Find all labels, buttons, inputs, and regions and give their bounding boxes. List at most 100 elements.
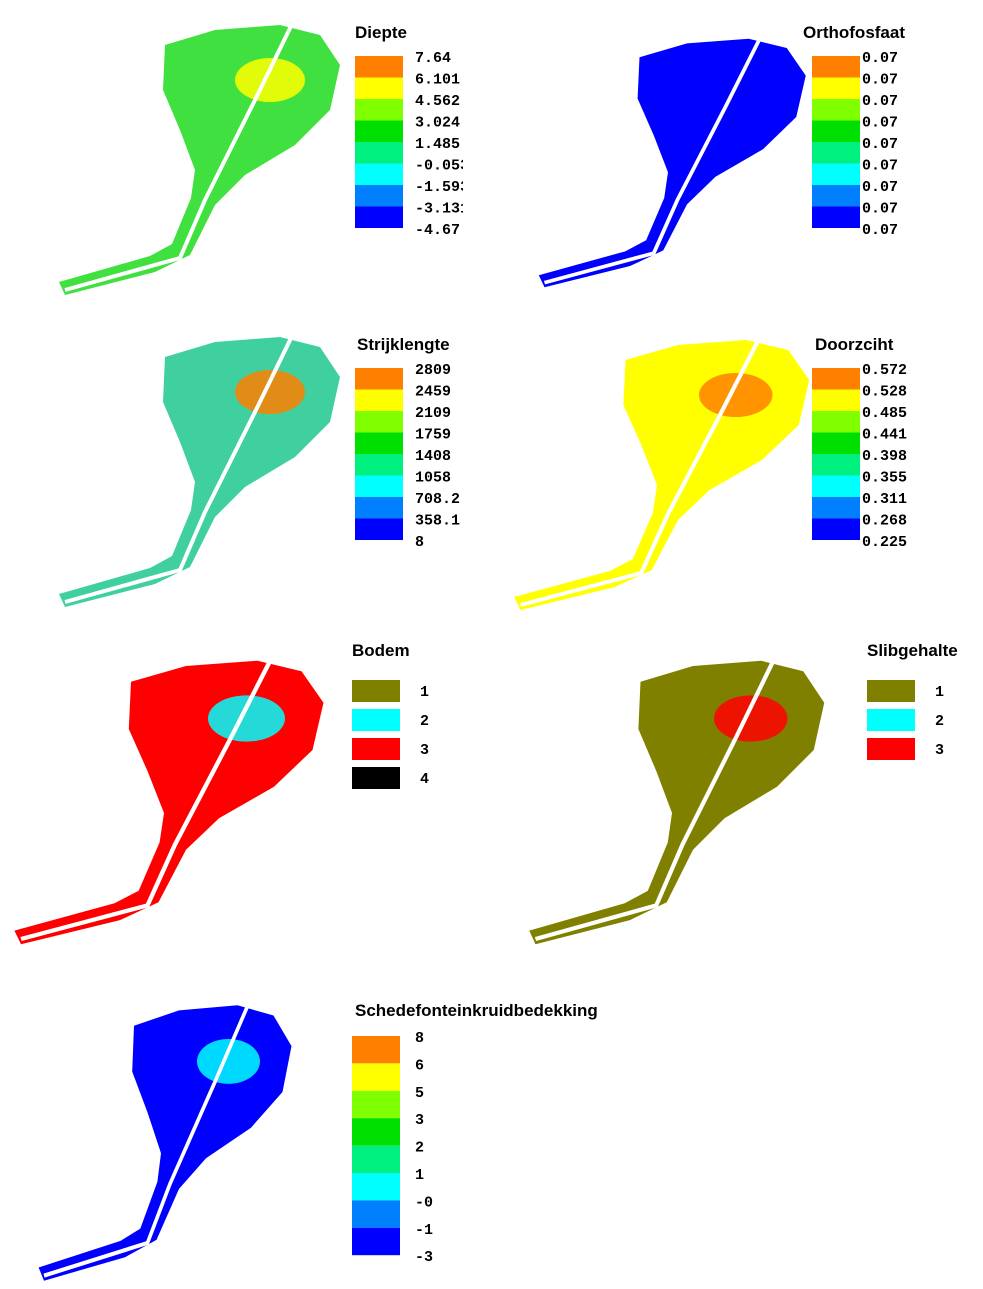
legend-swatch	[812, 411, 860, 433]
legend-label: 1	[420, 684, 429, 701]
legend-label: 0.07	[862, 71, 898, 88]
legend-swatch	[812, 519, 860, 541]
legend-label: 5	[415, 1085, 424, 1102]
map	[39, 1002, 292, 1280]
legend-label: 2	[935, 713, 944, 730]
map-patch	[235, 370, 305, 414]
legend-label: 8	[415, 1030, 424, 1047]
legend-swatch	[812, 56, 860, 78]
legend-swatch	[867, 738, 915, 760]
legend-label: 0.268	[862, 512, 907, 529]
legend-swatch	[812, 99, 860, 121]
legend-swatch	[352, 1146, 400, 1173]
legend-label: 4.562	[415, 93, 460, 110]
legend-label: -1.593	[415, 179, 469, 196]
legend-swatch	[355, 411, 403, 433]
legend-label: 3	[420, 742, 429, 759]
legend-labels: 0.572 0.528 0.485 0.441 0.398 0.355 0.311 0.268…	[862, 362, 907, 551]
legend-label: 3	[415, 1112, 424, 1129]
legend-label: 0.528	[862, 383, 907, 400]
legend-label: 0.07	[862, 222, 898, 239]
legend-label: 708.2	[415, 491, 460, 508]
legend-swatch	[812, 454, 860, 476]
legend-swatch	[355, 164, 403, 186]
legend-swatch	[355, 497, 403, 519]
legend-labels: 0.070.070.070.070.070.070.070.070.07	[862, 50, 898, 239]
map-patch	[208, 695, 285, 741]
legend-swatch	[355, 368, 403, 390]
legend-swatch	[352, 1173, 400, 1200]
legend-label: 2459	[415, 383, 451, 400]
legend-label: 7.64	[415, 50, 451, 67]
legend-label: 8	[415, 534, 424, 551]
legend-label: 3.024	[415, 114, 460, 131]
map-area	[59, 25, 340, 295]
legend-swatch	[812, 121, 860, 143]
legend-swatch	[352, 680, 400, 702]
legend-swatch	[352, 1036, 400, 1063]
map-area	[39, 1005, 292, 1280]
legend-swatch	[352, 1063, 400, 1090]
legend-label: 0.355	[862, 469, 907, 486]
legend-label: -3	[415, 1249, 433, 1266]
legend-title: Slibgehalte	[867, 641, 958, 660]
legend-swatch	[812, 497, 860, 519]
legend-swatch	[355, 476, 403, 498]
map-area	[529, 661, 824, 945]
legend-label: 4	[420, 771, 429, 788]
legend-label: 0.441	[862, 426, 907, 443]
legend-swatch	[355, 142, 403, 164]
legend-label: 0.07	[862, 157, 898, 174]
map	[59, 22, 340, 295]
legend-label: 2109	[415, 405, 451, 422]
legend-title: Bodem	[352, 641, 410, 660]
legend-label: 0.07	[862, 179, 898, 196]
map-area	[59, 337, 340, 607]
legend-swatch	[355, 433, 403, 455]
legend-title: Schedefonteinkruidbedekking	[355, 1001, 598, 1020]
legend-swatch	[352, 1228, 400, 1255]
legend-label: 0.311	[862, 491, 907, 508]
map-patch	[197, 1039, 260, 1084]
legend-swatch	[355, 185, 403, 207]
legend-label: 1.485	[415, 136, 460, 153]
legend-label: 2	[415, 1140, 424, 1157]
map-patch	[699, 373, 773, 417]
legend-swatch	[355, 78, 403, 100]
legend-label: 0.572	[862, 362, 907, 379]
legend-label: -4.67	[415, 222, 460, 239]
legend-swatch	[812, 185, 860, 207]
legend-swatch	[812, 433, 860, 455]
legend-swatch	[355, 121, 403, 143]
legend-swatch	[355, 56, 403, 78]
map	[539, 36, 806, 287]
legend-label: 1759	[415, 426, 451, 443]
legend-label: 2809	[415, 362, 451, 379]
legend-swatch	[812, 368, 860, 390]
legend-swatch	[355, 99, 403, 121]
legend-swatch	[812, 142, 860, 164]
map-area	[539, 39, 806, 287]
legend-labels: 865321-0-1-3	[415, 1030, 433, 1266]
legend-label: 0.07	[862, 50, 898, 67]
legend-swatch	[355, 454, 403, 476]
legend-swatch	[812, 390, 860, 412]
legend-swatch	[355, 519, 403, 541]
legend-label: 0.485	[862, 405, 907, 422]
map-area	[514, 340, 809, 610]
map	[59, 334, 340, 607]
legend-swatch	[352, 738, 400, 760]
map-patch	[235, 58, 305, 102]
map-sheet: Diepte7.646.1014.5623.0241.485-0.053-1.5…	[0, 0, 983, 1289]
legend-label: 0.07	[862, 200, 898, 217]
legend-swatch	[867, 709, 915, 731]
legend-swatch	[812, 207, 860, 229]
legend-label: 1408	[415, 448, 451, 465]
legend-title: Orthofosfaat	[803, 23, 905, 42]
legend-label: 6.101	[415, 71, 460, 88]
legend-label: 0.398	[862, 448, 907, 465]
legend-label: 0.225	[862, 534, 907, 551]
legend-labels: 7.646.1014.5623.0241.485-0.053-1.593-3.1…	[415, 50, 469, 239]
legend-title: Diepte	[355, 23, 407, 42]
